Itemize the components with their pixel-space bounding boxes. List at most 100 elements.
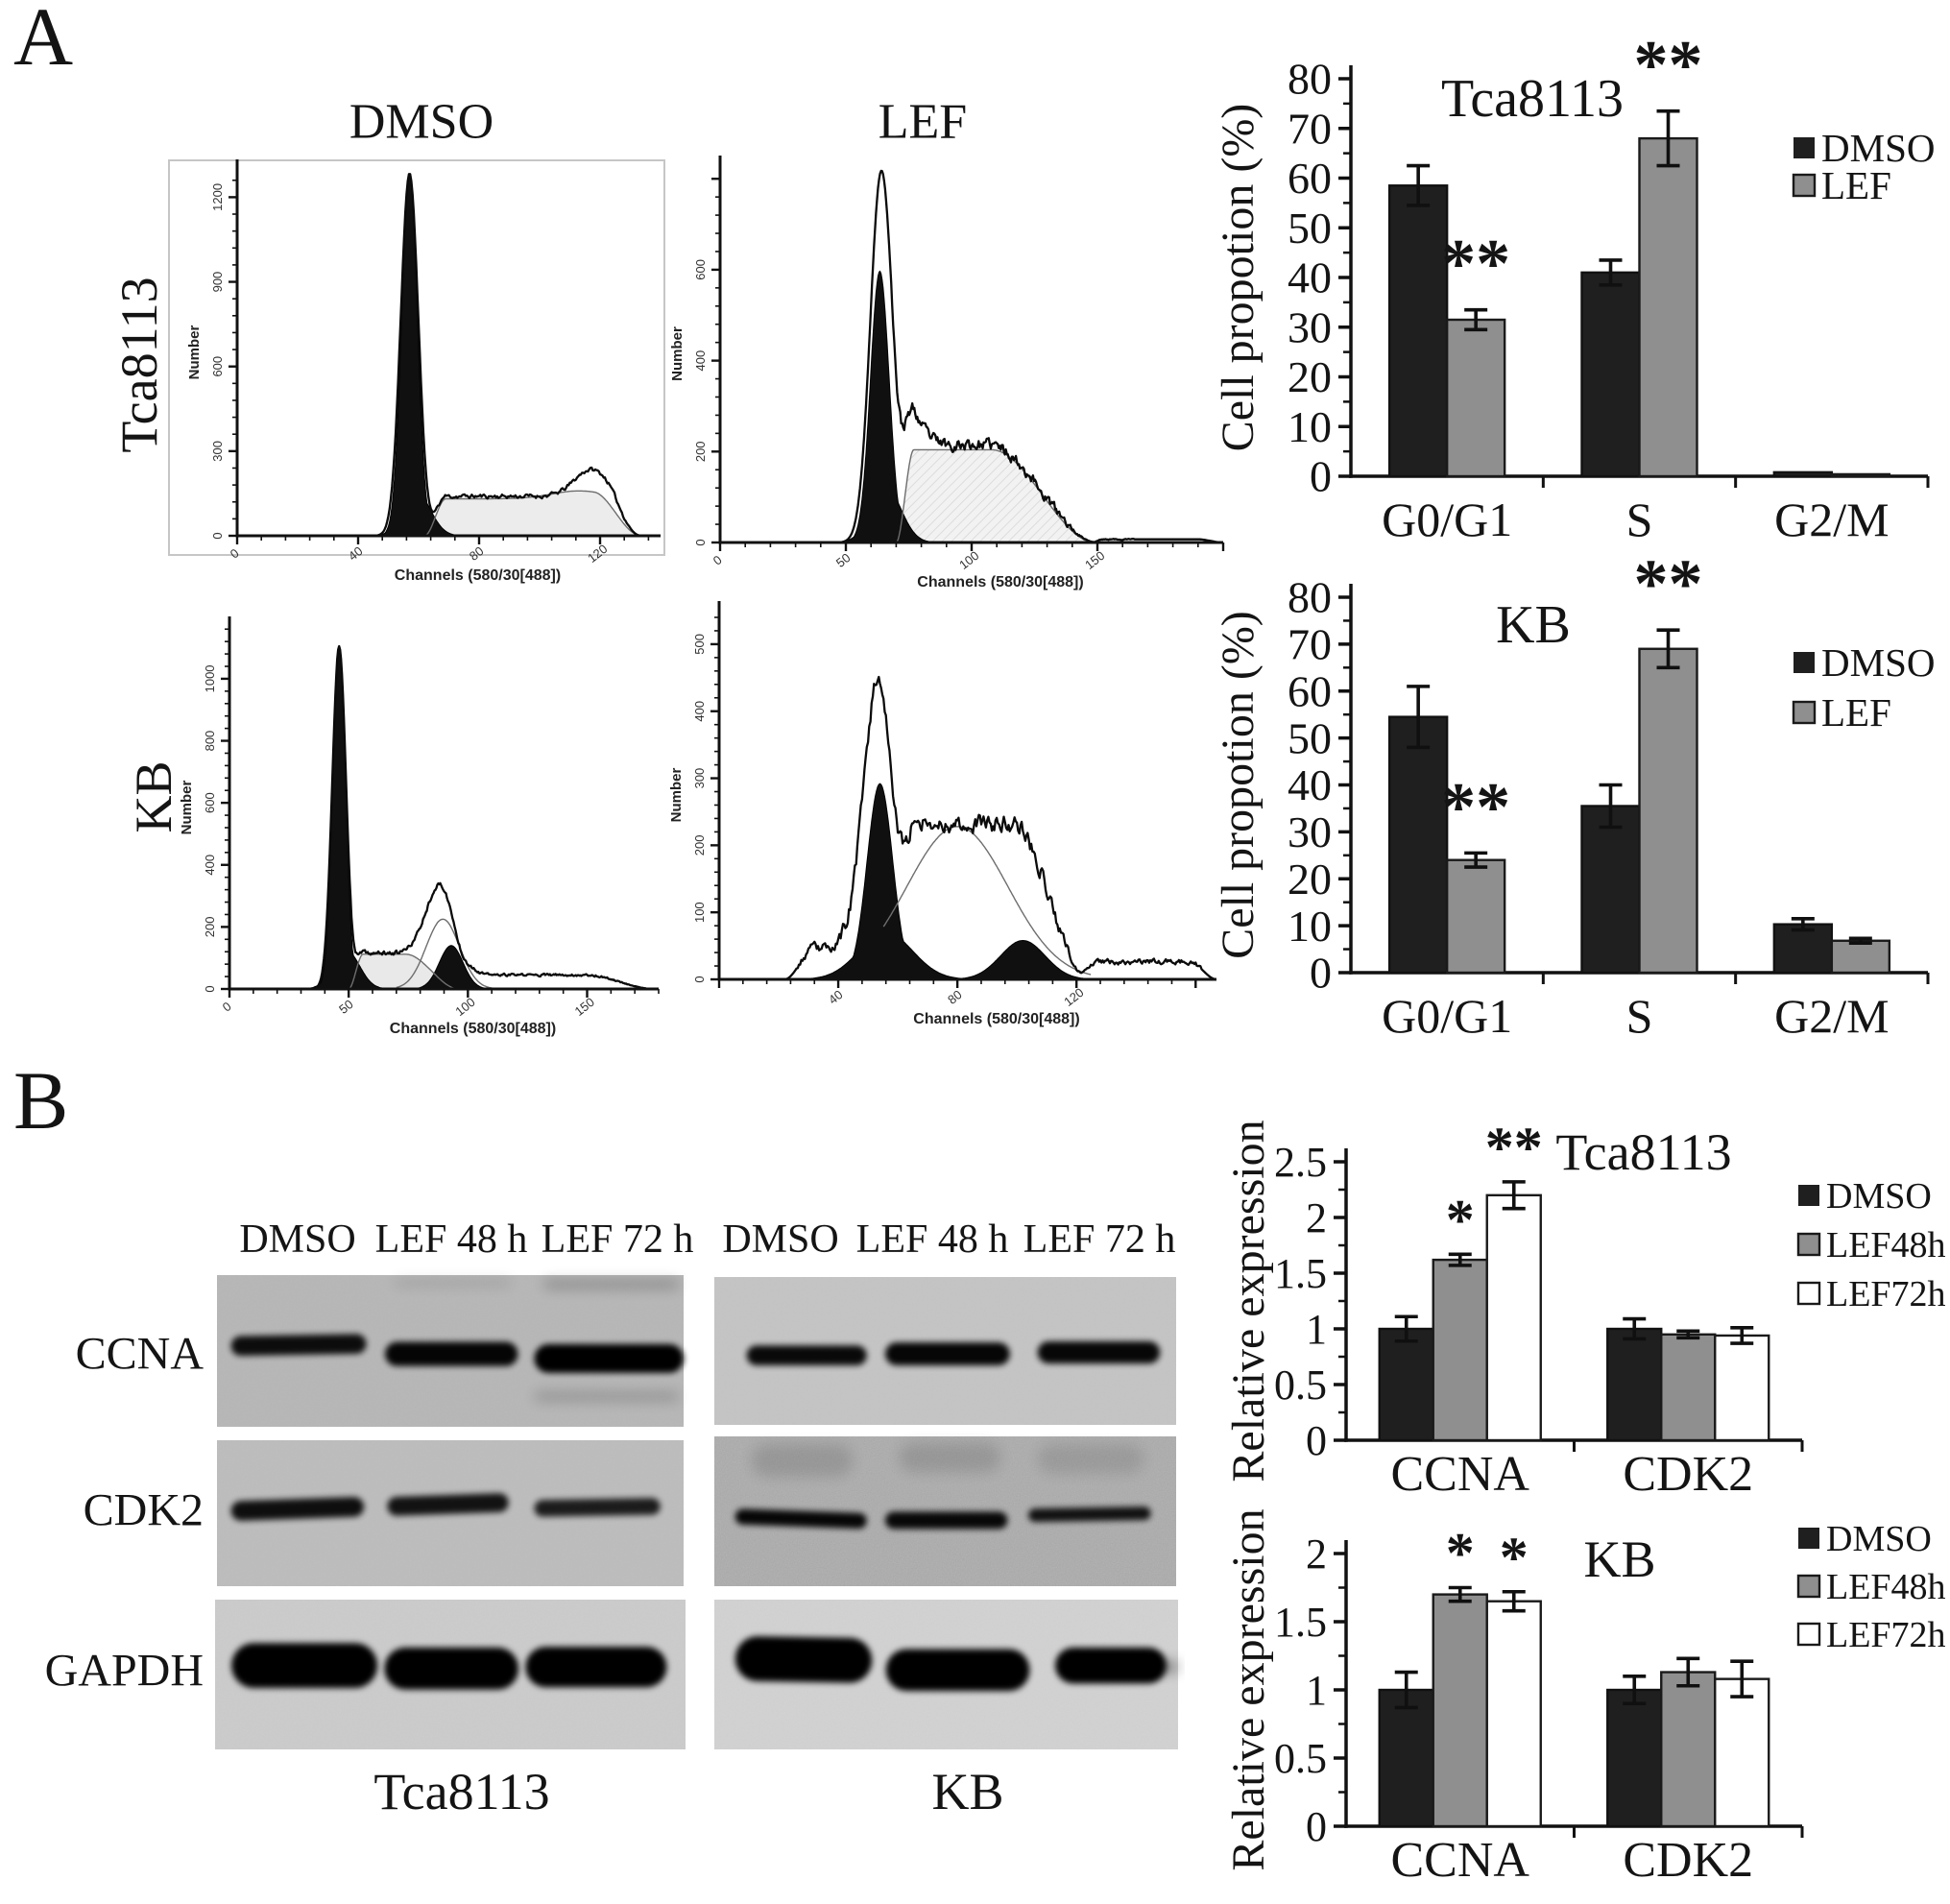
lane-label-dmso-kb: DMSO <box>722 1217 839 1262</box>
legend-label-DMSO: DMSO <box>1821 640 1935 685</box>
hist-y-axis-label: Number <box>179 781 195 835</box>
protein-band <box>534 1498 661 1517</box>
bar-DMSO-G0/G1 <box>1387 715 1449 975</box>
chart-title: KB <box>1496 595 1571 655</box>
svg-text:600: 600 <box>203 792 217 813</box>
lane-label-lef72-kb: LEF 72 h <box>1023 1217 1176 1262</box>
bar-LEF-S <box>1638 647 1698 975</box>
flow-histogram-kb-lef: 40 80 120 0 100 200 300 400 500 Number Channels (5… <box>668 601 1216 1027</box>
svg-text:1000: 1000 <box>203 664 217 692</box>
bar-LEF-G2/M <box>1830 472 1891 478</box>
bar-LEF48h-CCNA <box>1432 1593 1488 1828</box>
series-DMSO <box>1378 1314 1663 1442</box>
legend-swatch-DMSO <box>1798 1528 1819 1549</box>
protein-band <box>525 1647 667 1688</box>
bar-DMSO-CDK2 <box>1606 1327 1663 1442</box>
s-phase-region <box>412 491 649 536</box>
y-tick-label: 1.5 <box>1274 1599 1327 1646</box>
bar-LEF72h-CCNA <box>1485 1600 1542 1828</box>
series-LEF48h <box>1432 1252 1717 1442</box>
protein-band <box>734 1508 867 1530</box>
legend-swatch-DMSO <box>1794 652 1815 673</box>
protein-band <box>387 1493 509 1516</box>
svg-text:150: 150 <box>1082 548 1107 572</box>
legend-label-LEF48h: LEF48h <box>1826 1567 1946 1607</box>
y-axis-label: Cell propotion (%) <box>1213 611 1264 959</box>
category-label: CDK2 <box>1623 1833 1753 1888</box>
category-label: G0/G1 <box>1382 989 1512 1043</box>
y-tick-label: 70 <box>1288 104 1332 153</box>
y-tick-label: 40 <box>1288 253 1332 302</box>
y-axis-label: Relative expression <box>1223 1120 1274 1482</box>
hist-x-axis-label: Channels (580/30[488]) <box>913 1011 1079 1027</box>
y-tick-label: 0 <box>1310 452 1332 501</box>
protein-band <box>543 1280 680 1289</box>
svg-text:80: 80 <box>467 543 487 564</box>
svg-text:900: 900 <box>210 272 225 293</box>
legend-label-LEF48h: LEF48h <box>1826 1225 1946 1265</box>
legend-swatch-LEF <box>1792 173 1817 198</box>
svg-text:300: 300 <box>210 441 225 462</box>
g1-g2-dark-area <box>719 783 1216 980</box>
category-label: CDK2 <box>1623 1447 1753 1502</box>
series-LEF48h <box>1432 1585 1717 1828</box>
y-tick-label: 80 <box>1288 55 1332 104</box>
svg-text:80: 80 <box>945 987 965 1007</box>
legend-label-LEF72h: LEF72h <box>1826 1615 1946 1655</box>
legend-swatch-LEF72h <box>1796 1622 1821 1647</box>
protein-band <box>231 1643 378 1689</box>
blot-kb-gapdh <box>714 1600 1178 1749</box>
hist-x-axis-label: Channels (580/30[488]) <box>917 574 1083 590</box>
flow-histogram-tca8113-lef: 0 50 100 150 0 200 400 600 Number Channels (580/3… <box>669 156 1225 590</box>
svg-text:800: 800 <box>203 731 217 752</box>
column-header-lef: LEF <box>878 94 968 150</box>
series-LEF72h <box>1485 1180 1770 1442</box>
histogram-outline <box>719 675 1216 981</box>
svg-text:0: 0 <box>692 976 707 982</box>
category-label: G2/M <box>1774 493 1889 546</box>
bar-DMSO-G2/M <box>1772 470 1834 478</box>
bar-DMSO-S <box>1580 805 1641 975</box>
chart-title: Tca8113 <box>1555 1123 1731 1181</box>
svg-text:200: 200 <box>692 835 707 856</box>
y-tick-label: 2.5 <box>1274 1139 1327 1186</box>
column-header-dmso: DMSO <box>349 94 494 150</box>
svg-text:400: 400 <box>693 350 708 372</box>
blot-tca8113-gapdh <box>215 1600 686 1749</box>
svg-text:500: 500 <box>692 634 707 655</box>
protein-band <box>230 1334 367 1357</box>
significance-mark: ** <box>1634 27 1703 104</box>
protein-band <box>384 1341 518 1366</box>
lane-label-lef48-kb: LEF 48 h <box>855 1217 1009 1262</box>
bar-LEF48h-CCNA <box>1432 1258 1488 1442</box>
series-LEF72h <box>1485 1589 1770 1828</box>
bar-LEF72h-CDK2 <box>1714 1677 1770 1828</box>
protein-label-ccna: CCNA <box>75 1328 204 1380</box>
bar-DMSO-CCNA <box>1378 1688 1434 1828</box>
svg-text:100: 100 <box>956 548 981 572</box>
y-tick-label: 0 <box>1310 949 1332 998</box>
svg-text:120: 120 <box>585 542 610 566</box>
y-tick-label: 80 <box>1288 573 1332 622</box>
series-LEF <box>1445 628 1891 975</box>
svg-text:0: 0 <box>203 985 217 992</box>
hist-y-axis-label: Number <box>669 326 686 381</box>
protein-band <box>884 1342 1010 1366</box>
model-curve-2 <box>396 918 504 990</box>
hist-x-axis-label: Channels (580/30[488]) <box>395 567 561 584</box>
y-tick-label: 2 <box>1306 1530 1327 1578</box>
svg-text:40: 40 <box>826 987 846 1007</box>
histogram-outline <box>237 173 660 538</box>
svg-text:600: 600 <box>210 356 225 377</box>
s-phase-region <box>871 449 1113 542</box>
y-tick-label: 60 <box>1288 154 1332 203</box>
model-curve <box>344 953 469 990</box>
legend-swatch-DMSO <box>1798 1185 1819 1206</box>
protein-band <box>394 1279 512 1287</box>
legend-swatch-LEF <box>1792 700 1817 725</box>
bar-DMSO-G0/G1 <box>1387 184 1449 478</box>
significance-mark: ** <box>1441 226 1510 302</box>
y-tick-label: 20 <box>1288 352 1332 401</box>
significance-mark: ** <box>1485 1116 1543 1179</box>
